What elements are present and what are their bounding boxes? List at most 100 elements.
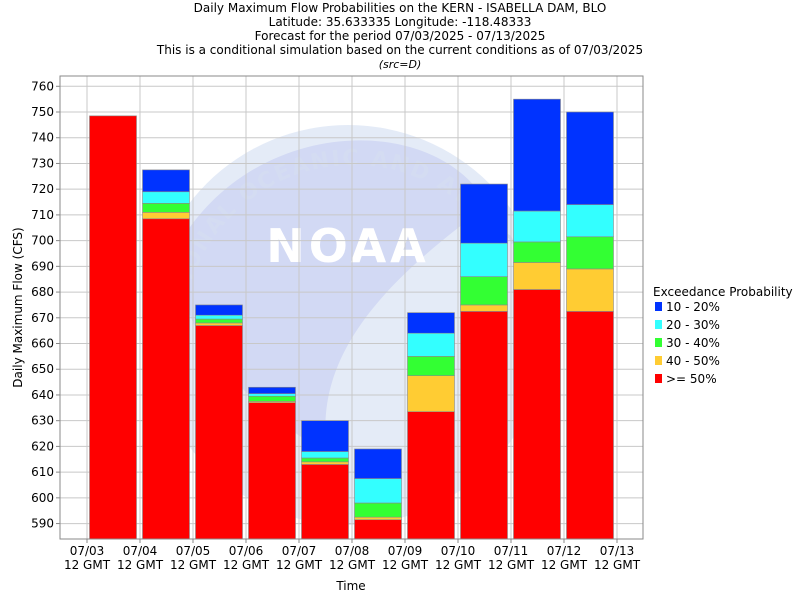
watermark-noaa-text: NOAA	[266, 219, 430, 273]
bar-segment	[407, 411, 455, 540]
legend-swatch	[655, 302, 662, 311]
y-tick-label: 730	[31, 156, 54, 170]
bar-segment	[195, 318, 243, 324]
x-tick-label-date: 07/05	[176, 544, 211, 558]
y-tick-label: 610	[31, 465, 54, 479]
y-tick-label: 680	[31, 285, 54, 299]
bar-segment	[566, 236, 614, 270]
bar-segment	[354, 478, 402, 504]
x-tick-label-date: 07/12	[547, 544, 582, 558]
x-axis-title: Time	[335, 579, 365, 593]
chart-bars	[89, 98, 614, 540]
bar-segment	[354, 502, 402, 518]
legend-label: 20 - 30%	[666, 318, 720, 332]
bar-segment	[460, 304, 508, 312]
y-tick-label: 590	[31, 517, 54, 531]
chart-axes: 590 600 610 620 630 640 650 660 670 680 690 700 710 7…	[11, 75, 644, 593]
x-tick-label-date: 07/13	[600, 544, 635, 558]
x-tick-label-time: 12 GMT	[276, 558, 323, 572]
y-tick-label: 640	[31, 388, 54, 402]
bar-segment	[142, 191, 190, 204]
bar-segment	[248, 393, 296, 397]
chart-subtitle-location: Latitude: 35.633335 Longitude: -118.4833…	[268, 15, 532, 29]
y-axis-title: Daily Maximum Flow (CFS)	[11, 227, 25, 387]
x-tick-label-time: 12 GMT	[170, 558, 217, 572]
y-tick-label: 670	[31, 311, 54, 325]
bar-segment	[566, 204, 614, 238]
x-tick-label-time: 12 GMT	[488, 558, 535, 572]
x-tick-label-time: 12 GMT	[329, 558, 376, 572]
chart-title: Daily Maximum Flow Probabilities on the …	[193, 1, 607, 15]
y-tick-label: 720	[31, 182, 54, 196]
y-tick-label: 620	[31, 439, 54, 453]
chart-subtitle-period: Forecast for the period 07/03/2025 - 07/…	[254, 29, 546, 43]
bar-segment	[407, 375, 455, 412]
x-tick-label-date: 07/11	[494, 544, 529, 558]
bar-segment	[195, 322, 243, 326]
bar-segment	[195, 314, 243, 320]
bar-segment	[566, 268, 614, 312]
legend-swatch	[655, 374, 662, 383]
bar-segment	[566, 311, 614, 540]
bar-segment	[407, 356, 455, 376]
legend-label: >= 50%	[666, 372, 717, 386]
bar-segment	[513, 289, 561, 540]
bar-segment	[407, 332, 455, 357]
x-tick-label-time: 12 GMT	[117, 558, 164, 572]
bar-segment	[513, 241, 561, 263]
bar-segment	[142, 169, 190, 193]
bar-segment	[354, 516, 402, 521]
bar-segment	[513, 210, 561, 243]
bar-segment	[248, 386, 296, 394]
x-tick-label-time: 12 GMT	[64, 558, 111, 572]
x-tick-label-time: 12 GMT	[223, 558, 270, 572]
x-tick-label-date: 07/08	[335, 544, 370, 558]
y-tick-label: 650	[31, 362, 54, 376]
bar-segment	[89, 115, 137, 540]
bar-segment	[248, 402, 296, 540]
legend-label: 40 - 50%	[666, 354, 720, 368]
bar-segment	[354, 448, 402, 479]
chart-subtitle-conditions: This is a conditional simulation based o…	[156, 43, 644, 57]
bar-segment	[460, 183, 508, 244]
watermark-wave	[180, 140, 488, 455]
bar-segment	[460, 276, 508, 306]
bar-segment	[248, 395, 296, 402]
y-tick-label: 690	[31, 259, 54, 273]
bar-segment	[195, 325, 243, 540]
x-tick-label-date: 07/06	[229, 544, 264, 558]
y-tick-label: 630	[31, 414, 54, 428]
x-tick-label-time: 12 GMT	[382, 558, 429, 572]
x-tick-label-time: 12 GMT	[541, 558, 588, 572]
bar-segment	[407, 312, 455, 334]
bar-segment	[460, 242, 508, 277]
bar-segment	[142, 212, 190, 220]
x-tick-label-date: 07/07	[282, 544, 317, 558]
x-tick-label-date: 07/09	[388, 544, 423, 558]
y-tick-label: 750	[31, 105, 54, 119]
bar-segment	[142, 203, 190, 213]
legend-title: Exceedance Probability	[653, 285, 793, 299]
bar-segment	[301, 461, 349, 465]
x-tick-label-date: 07/03	[70, 544, 105, 558]
bar-segment	[354, 519, 402, 540]
legend-label: 30 - 40%	[666, 336, 720, 350]
bar-segment	[513, 98, 561, 212]
legend-swatch	[655, 338, 662, 347]
bar-segment	[301, 464, 349, 540]
y-tick-label: 710	[31, 208, 54, 222]
legend-swatch	[655, 356, 662, 365]
chart-subtitle-source: (src=D)	[378, 58, 422, 71]
x-tick-label-time: 12 GMT	[435, 558, 482, 572]
bar-segment	[301, 420, 349, 452]
bar-segment	[142, 218, 190, 540]
bar-segment	[566, 111, 614, 205]
y-tick-label: 600	[31, 491, 54, 505]
bar-segment	[513, 262, 561, 290]
bar-segment	[301, 451, 349, 459]
legend-swatch	[655, 320, 662, 329]
x-tick-label-time: 12 GMT	[594, 558, 641, 572]
y-tick-label: 760	[31, 79, 54, 93]
y-tick-label: 700	[31, 234, 54, 248]
